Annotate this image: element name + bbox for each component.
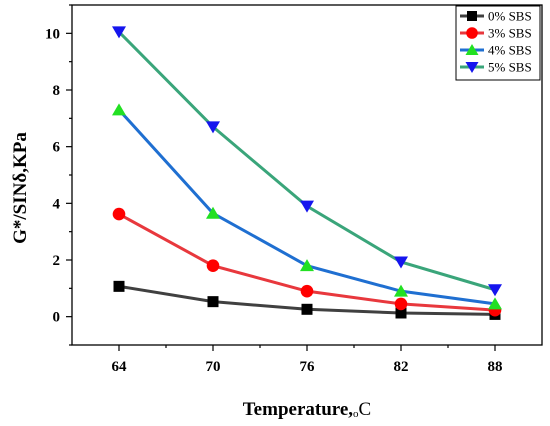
data-point-0 — [395, 307, 407, 319]
legend-label: 4% SBS — [488, 43, 532, 58]
legend-marker — [465, 44, 479, 55]
data-point-2 — [112, 103, 126, 116]
legend-label: 0% SBS — [488, 9, 532, 24]
data-point-2 — [206, 206, 220, 219]
legend: 0% SBS 3% SBS 4% SBS 5% SBS — [455, 5, 541, 81]
data-point-3 — [394, 256, 408, 269]
x-tick-label: 82 — [394, 359, 409, 375]
data-point-2 — [394, 284, 408, 297]
y-tick-label: 4 — [53, 196, 61, 212]
x-axis-title-degree: o — [353, 408, 359, 420]
legend-label: 3% SBS — [488, 26, 532, 41]
data-point-3 — [112, 26, 126, 39]
legend-marker — [465, 62, 479, 73]
data-point-1 — [206, 259, 220, 272]
data-point-3 — [488, 284, 502, 297]
x-tick-label: 88 — [488, 359, 503, 375]
y-tick-label: 10 — [45, 26, 60, 42]
x-axis-title-text: Temperature, — [243, 399, 354, 420]
legend-marker — [467, 11, 477, 21]
data-point-2 — [300, 259, 314, 272]
legend-marker — [466, 27, 478, 39]
data-point-1 — [112, 207, 126, 221]
data-point-1 — [394, 297, 408, 311]
data-point-0 — [207, 296, 219, 308]
y-tick-label: 2 — [53, 253, 61, 269]
data-point-3 — [300, 200, 314, 213]
data-point-3 — [206, 121, 220, 134]
y-axis: 0 2 4 6 8 10 — [45, 4, 72, 346]
data-point-0 — [113, 280, 125, 292]
series-line-3 — [117, 30, 496, 292]
x-axis-title: Temperature,oC — [243, 399, 371, 420]
y-tick-label: 8 — [53, 83, 61, 99]
data-point-0 — [301, 303, 313, 315]
y-tick-label: 0 — [53, 310, 61, 326]
series-lines — [117, 30, 496, 316]
y-tick-label: 6 — [53, 140, 61, 156]
data-point-1 — [300, 284, 314, 298]
x-tick-label: 64 — [112, 359, 128, 375]
x-axis: 64 70 76 82 88 — [112, 345, 503, 375]
legend-label: 5% SBS — [488, 60, 532, 75]
x-axis-title-unit: C — [359, 399, 372, 420]
y-axis-title: G*/SINδ,KPa — [10, 132, 31, 244]
x-tick-label: 70 — [206, 359, 221, 375]
x-tick-label: 76 — [300, 359, 316, 375]
data-point-2 — [488, 297, 502, 310]
series-markers — [112, 26, 502, 320]
